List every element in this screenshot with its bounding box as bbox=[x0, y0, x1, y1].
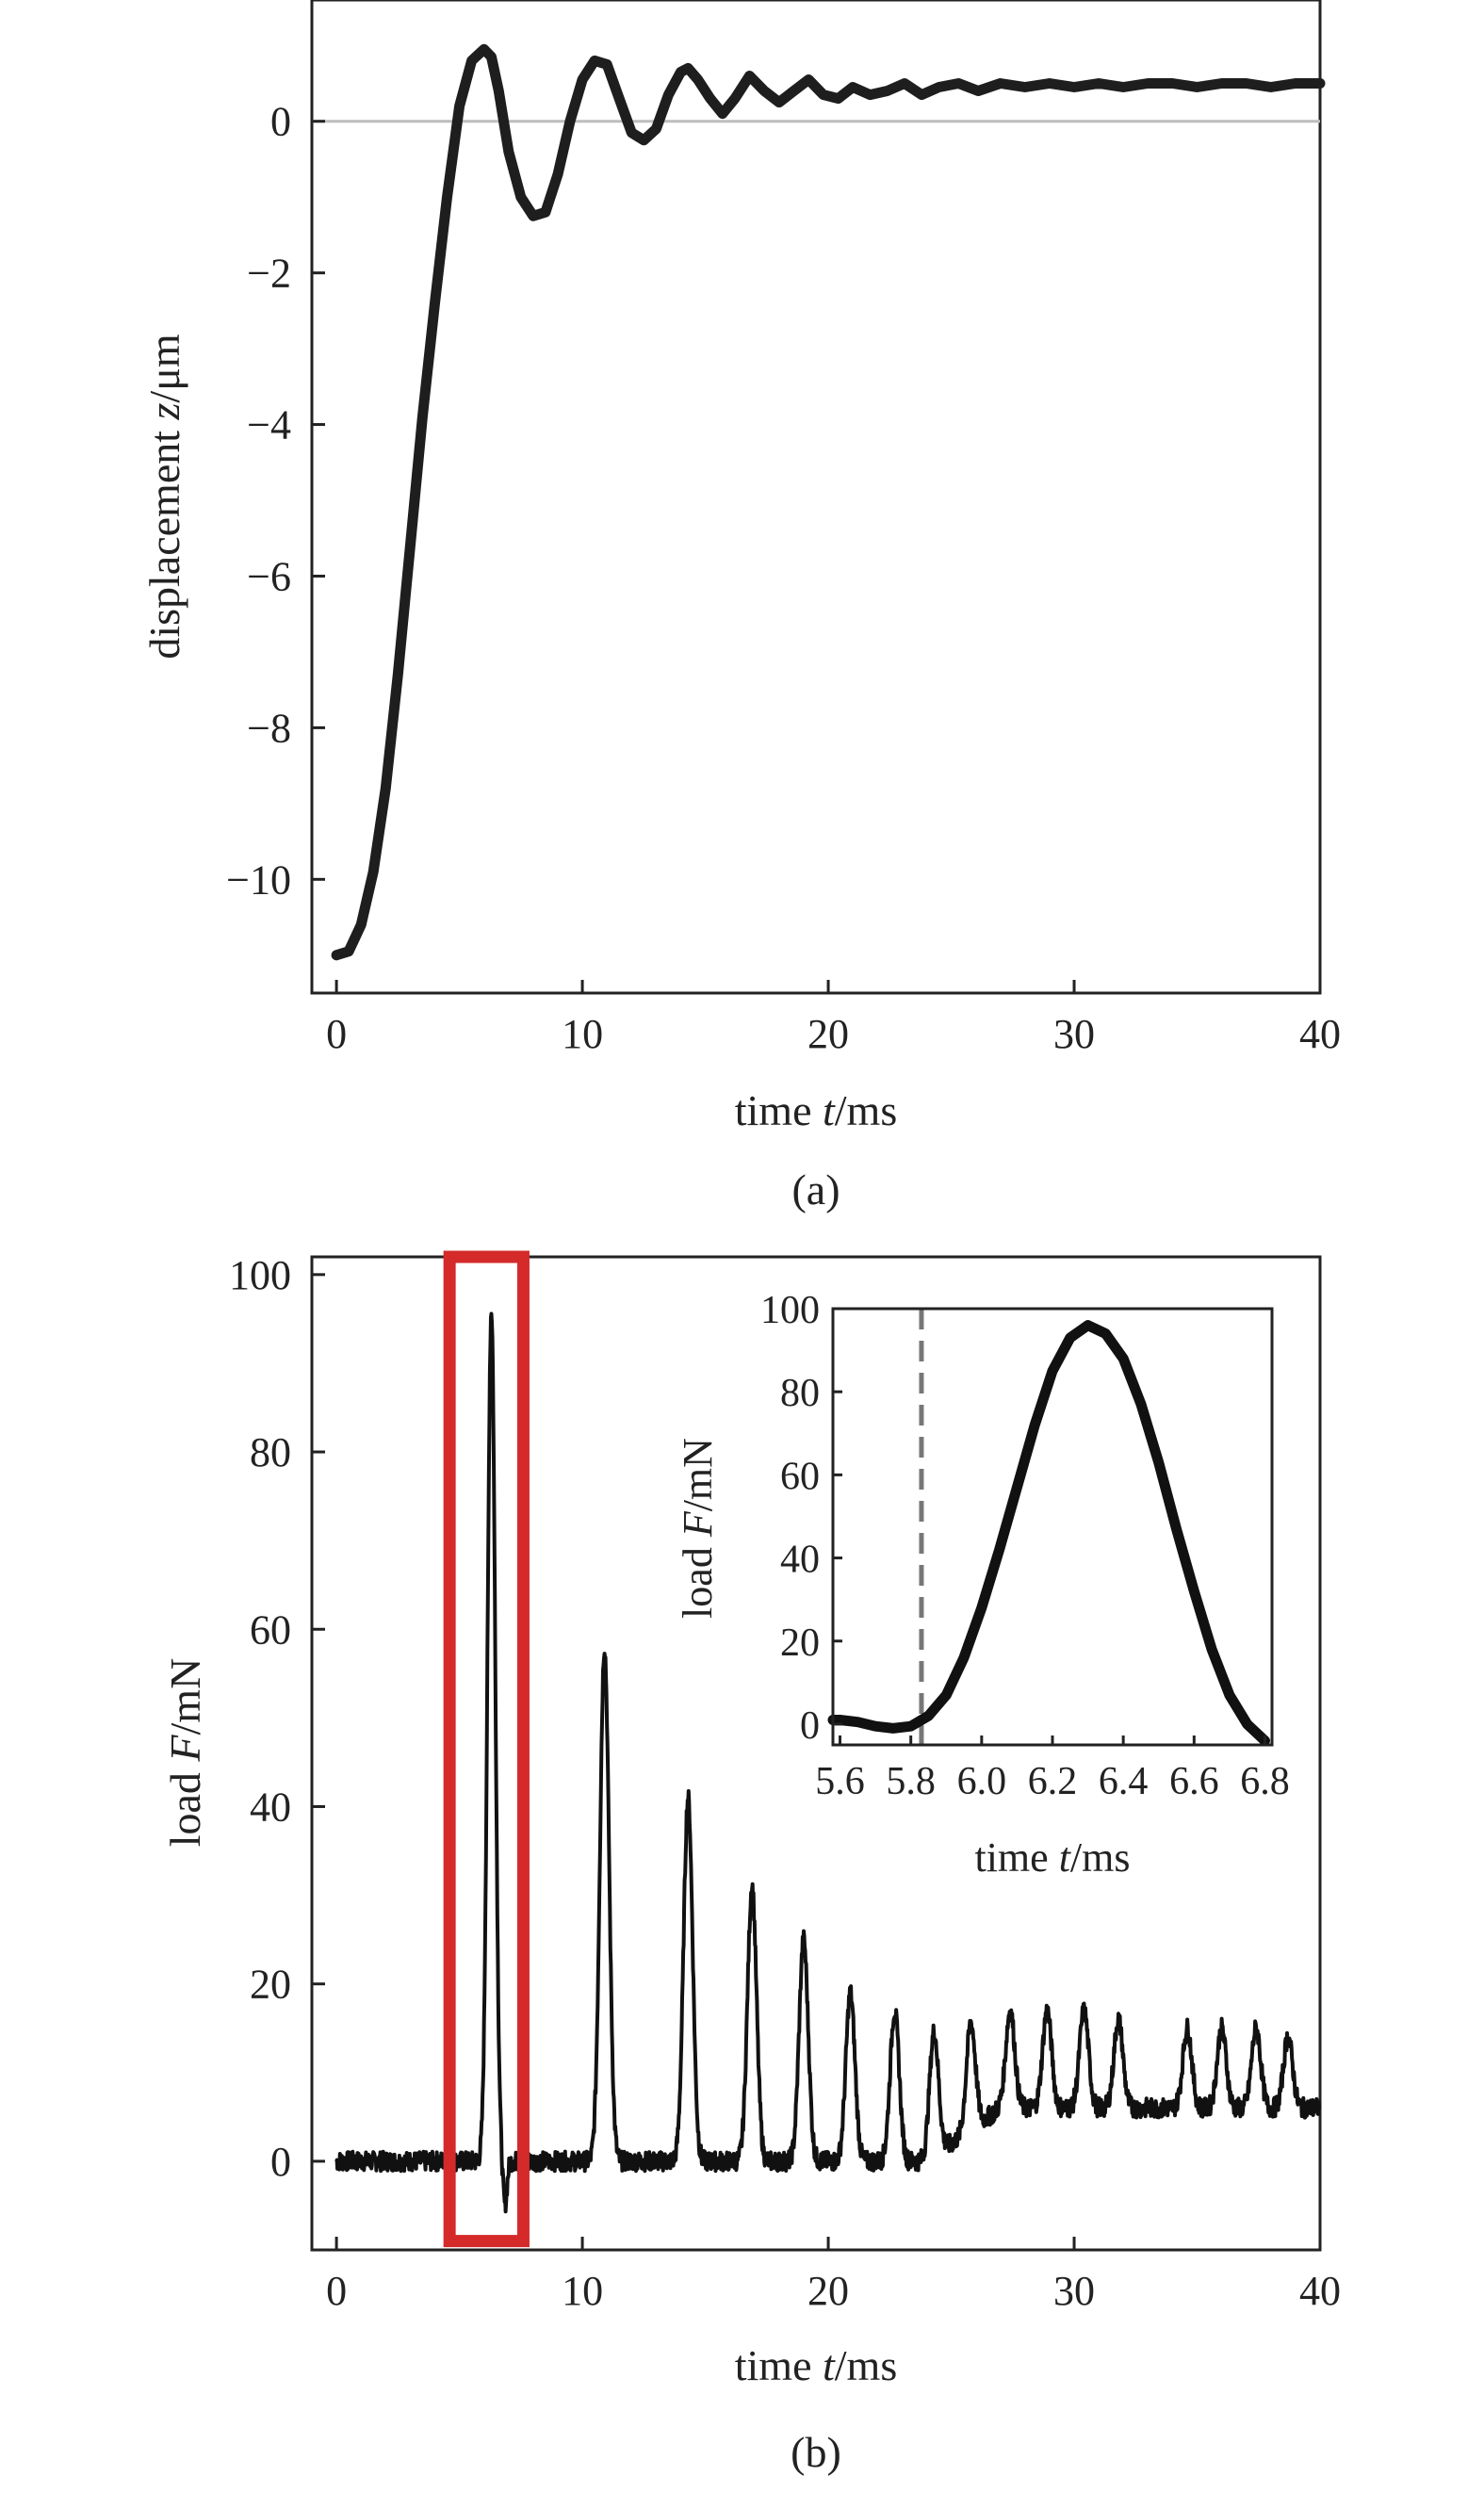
y-tick-label: 60 bbox=[780, 1455, 820, 1498]
chart-b-y-ticks: 0 20 40 60 80 100 bbox=[229, 1252, 325, 2185]
x-tick-label: 40 bbox=[1299, 2268, 1341, 2314]
chart-a-series-line bbox=[331, 43, 1326, 961]
chart-b-inset-x-axis-label: time t/ms bbox=[974, 1834, 1130, 1881]
x-tick-label: 5.6 bbox=[815, 1760, 865, 1803]
y-tick-label: −6 bbox=[247, 553, 291, 599]
y-tick-label: −10 bbox=[226, 856, 291, 903]
x-tick-label: 40 bbox=[1299, 1011, 1341, 1057]
y-tick-label: 80 bbox=[250, 1429, 291, 1475]
chart-a: 0 10 20 30 40 0 −2 −4 −6 −8 −10 time t/ms displac… bbox=[140, 0, 1341, 1214]
x-tick-label: 10 bbox=[562, 1011, 603, 1057]
y-tick-label: 80 bbox=[780, 1372, 820, 1415]
y-tick-label: 40 bbox=[250, 1784, 291, 1830]
chart-b-highlight-box bbox=[443, 1250, 530, 2248]
chart-b-inset-y-axis-label: load F/mN bbox=[675, 1438, 721, 1619]
chart-a-plot-area bbox=[310, 0, 1322, 995]
y-tick-label: 0 bbox=[800, 1704, 820, 1748]
chart-b-inset: 5.6 5.8 6.0 6.2 6.4 6.6 6.8 0 20 40 60 80 100 time … bbox=[675, 1289, 1290, 1881]
chart-a-y-ticks: 0 −2 −4 −6 −8 −10 bbox=[226, 99, 325, 903]
chart-a-x-ticks: 0 10 20 30 40 bbox=[326, 980, 1341, 1057]
x-tick-label: 6.8 bbox=[1240, 1760, 1290, 1803]
y-tick-label: 100 bbox=[760, 1289, 820, 1332]
chart-a-x-axis-label: time t/ms bbox=[735, 1086, 898, 1134]
x-tick-label: 0 bbox=[326, 1011, 347, 1057]
x-tick-label: 30 bbox=[1053, 1011, 1095, 1057]
y-tick-label: −8 bbox=[247, 705, 291, 751]
y-tick-label: 20 bbox=[780, 1621, 820, 1665]
chart-b-caption: (b) bbox=[791, 2428, 841, 2476]
y-tick-label: 60 bbox=[250, 1606, 291, 1653]
chart-b-inset-y-ticks: 0 20 40 60 80 100 bbox=[760, 1289, 842, 1748]
y-tick-label: −4 bbox=[247, 402, 291, 448]
y-tick-label: 100 bbox=[229, 1252, 291, 1298]
chart-b-x-ticks: 0 10 20 30 40 bbox=[326, 2237, 1341, 2314]
y-tick-label: 40 bbox=[780, 1539, 820, 1582]
y-tick-label: −2 bbox=[247, 251, 291, 297]
chart-b-inset-series-line bbox=[827, 1320, 1270, 1747]
y-tick-label: 0 bbox=[270, 99, 291, 145]
x-tick-label: 0 bbox=[326, 2268, 347, 2314]
chart-a-y-axis-label: displacement z/μm bbox=[140, 334, 188, 660]
chart-b-inset-x-ticks: 5.6 5.8 6.0 6.2 6.4 6.6 6.8 bbox=[815, 1735, 1290, 1803]
x-tick-label: 6.0 bbox=[957, 1760, 1007, 1803]
x-tick-label: 6.2 bbox=[1028, 1760, 1078, 1803]
chart-a-caption: (a) bbox=[791, 1165, 840, 1214]
chart-b-x-axis-label: time t/ms bbox=[735, 2341, 898, 2389]
x-tick-label: 20 bbox=[807, 2268, 849, 2314]
x-tick-label: 6.6 bbox=[1169, 1760, 1219, 1803]
chart-b-y-axis-label: load F/mN bbox=[161, 1658, 209, 1848]
y-tick-label: 20 bbox=[250, 1962, 291, 2008]
x-tick-label: 30 bbox=[1053, 2268, 1095, 2314]
chart-b-series-line bbox=[334, 1312, 1322, 2214]
x-tick-label: 5.8 bbox=[886, 1760, 936, 1803]
y-tick-label: 0 bbox=[270, 2139, 291, 2185]
x-tick-label: 20 bbox=[807, 1011, 849, 1057]
x-tick-label: 10 bbox=[562, 2268, 603, 2314]
x-tick-label: 6.4 bbox=[1099, 1760, 1149, 1803]
chart-b: 0 10 20 30 40 0 20 40 60 80 100 time t/ms load F/… bbox=[161, 1250, 1341, 2476]
chart-b-plot-area bbox=[310, 1255, 1322, 2252]
